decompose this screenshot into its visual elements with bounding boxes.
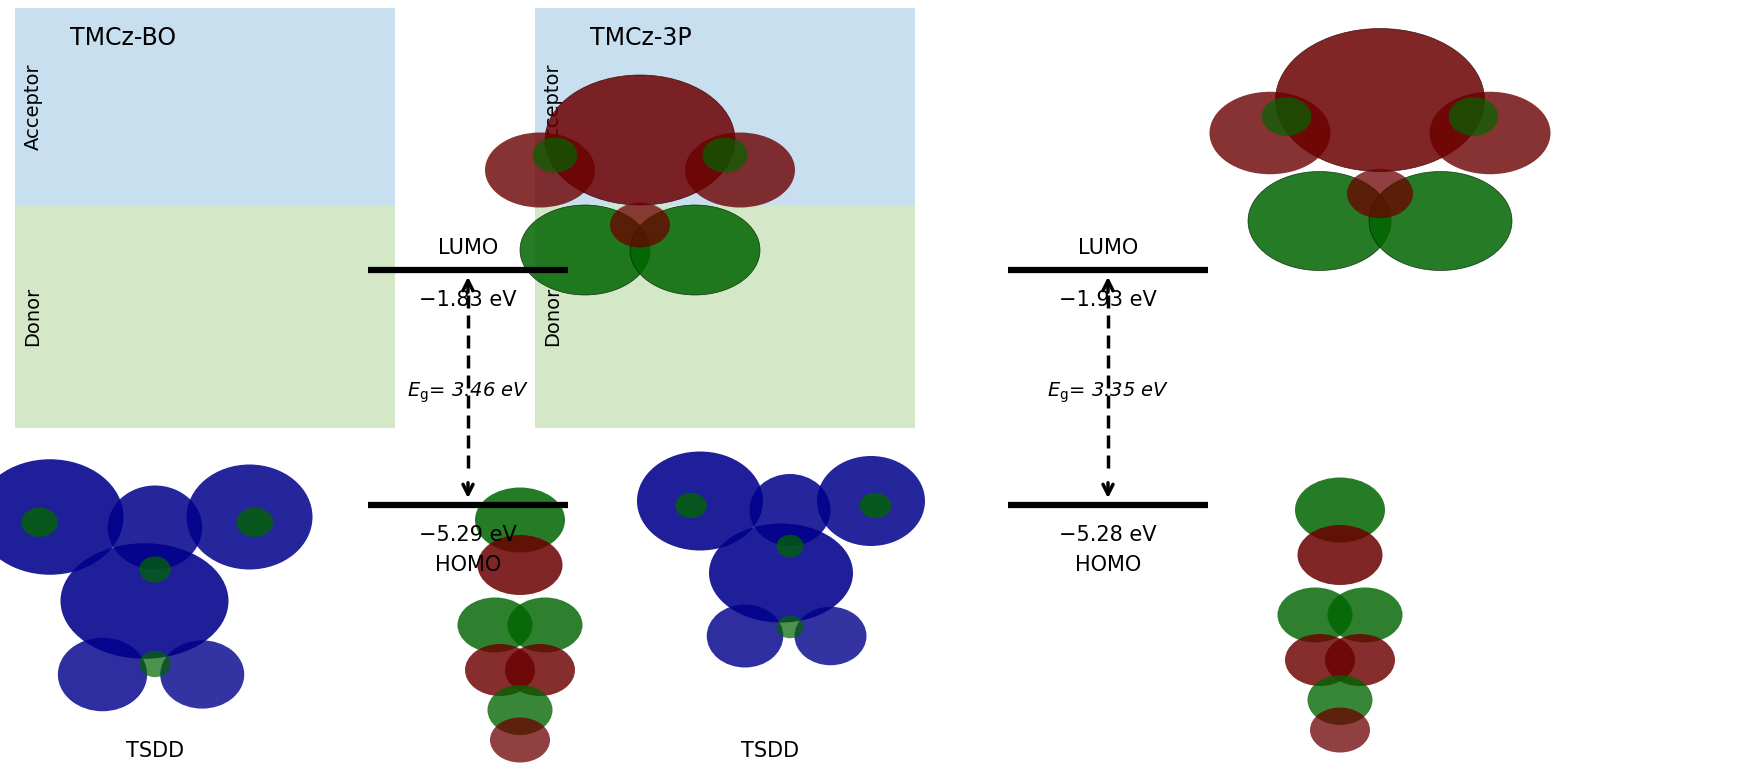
- Ellipse shape: [629, 205, 760, 295]
- Bar: [535, 8, 914, 205]
- Ellipse shape: [531, 137, 577, 173]
- Ellipse shape: [1260, 97, 1311, 136]
- Text: Acceptor: Acceptor: [544, 63, 563, 150]
- Ellipse shape: [236, 507, 273, 537]
- Ellipse shape: [1428, 92, 1550, 174]
- Ellipse shape: [58, 638, 147, 712]
- Ellipse shape: [1346, 169, 1412, 218]
- Ellipse shape: [1294, 477, 1384, 543]
- Ellipse shape: [685, 133, 795, 207]
- Ellipse shape: [816, 456, 925, 546]
- Ellipse shape: [1447, 97, 1498, 136]
- Ellipse shape: [187, 464, 313, 570]
- Ellipse shape: [1276, 588, 1351, 642]
- Ellipse shape: [1369, 171, 1510, 271]
- Ellipse shape: [1285, 634, 1355, 686]
- Ellipse shape: [108, 486, 203, 570]
- Ellipse shape: [708, 524, 853, 622]
- Text: TMCz-3P: TMCz-3P: [589, 26, 690, 50]
- Text: −1.83 eV: −1.83 eV: [420, 290, 516, 310]
- Ellipse shape: [465, 644, 535, 696]
- Text: $E_\mathrm{g}$= 3.46 eV: $E_\mathrm{g}$= 3.46 eV: [407, 380, 530, 405]
- Text: −5.29 eV: −5.29 eV: [420, 525, 517, 545]
- Ellipse shape: [675, 493, 706, 518]
- Ellipse shape: [1308, 675, 1372, 725]
- Bar: [535, 205, 914, 428]
- Text: LUMO: LUMO: [1077, 238, 1138, 258]
- Ellipse shape: [794, 607, 865, 665]
- Ellipse shape: [21, 507, 58, 537]
- Ellipse shape: [776, 535, 802, 557]
- Text: TSDD: TSDD: [126, 741, 184, 761]
- Ellipse shape: [458, 598, 531, 652]
- Ellipse shape: [475, 487, 565, 553]
- Ellipse shape: [161, 641, 245, 709]
- Ellipse shape: [860, 493, 891, 518]
- Ellipse shape: [0, 460, 124, 574]
- Ellipse shape: [140, 651, 171, 677]
- Ellipse shape: [776, 616, 802, 638]
- Text: $E_\mathrm{g}$= 3.35 eV: $E_\mathrm{g}$= 3.35 eV: [1047, 380, 1168, 405]
- Ellipse shape: [484, 133, 594, 207]
- Text: TMCz-BO: TMCz-BO: [70, 26, 177, 50]
- Ellipse shape: [1327, 588, 1402, 642]
- Ellipse shape: [488, 685, 552, 735]
- Ellipse shape: [703, 137, 746, 173]
- Ellipse shape: [636, 452, 762, 550]
- Text: LUMO: LUMO: [437, 238, 498, 258]
- Bar: [16, 8, 395, 205]
- Ellipse shape: [519, 205, 650, 295]
- Ellipse shape: [61, 544, 229, 658]
- Ellipse shape: [477, 535, 563, 595]
- Text: −1.93 eV: −1.93 eV: [1059, 290, 1155, 310]
- Ellipse shape: [750, 474, 830, 546]
- Ellipse shape: [706, 604, 783, 668]
- Ellipse shape: [1309, 708, 1369, 752]
- Text: HOMO: HOMO: [435, 555, 502, 575]
- Text: −5.28 eV: −5.28 eV: [1059, 525, 1155, 545]
- Ellipse shape: [140, 557, 171, 583]
- Ellipse shape: [1274, 29, 1484, 171]
- Ellipse shape: [505, 644, 575, 696]
- Ellipse shape: [489, 718, 549, 763]
- Bar: [16, 205, 395, 428]
- Ellipse shape: [1210, 92, 1330, 174]
- Ellipse shape: [507, 598, 582, 652]
- Text: Acceptor: Acceptor: [23, 63, 42, 150]
- Ellipse shape: [545, 75, 734, 205]
- Text: TSDD: TSDD: [741, 741, 799, 761]
- Text: Donor: Donor: [544, 287, 563, 346]
- Ellipse shape: [1325, 634, 1395, 686]
- Text: Donor: Donor: [23, 287, 42, 346]
- Ellipse shape: [1248, 171, 1390, 271]
- Ellipse shape: [1297, 525, 1381, 585]
- Ellipse shape: [610, 203, 669, 247]
- Text: HOMO: HOMO: [1075, 555, 1140, 575]
